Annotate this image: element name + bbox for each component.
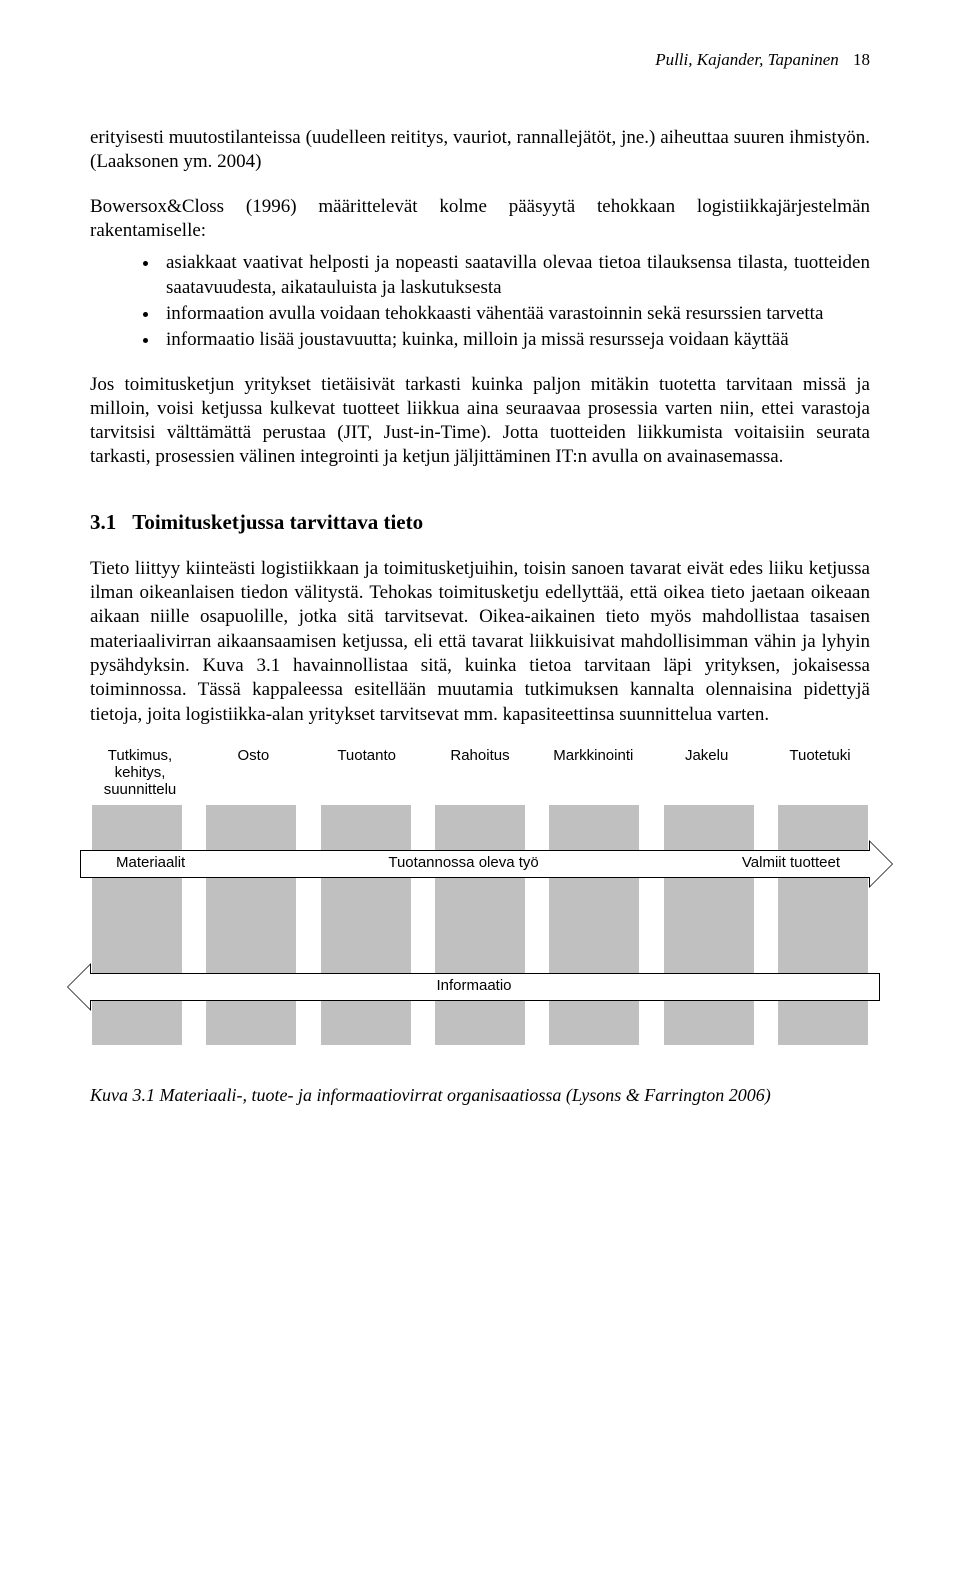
- paragraph: Tieto liittyy kiinteästi logistiikkaan j…: [90, 557, 870, 727]
- paragraph: Jos toimitusketjun yritykset tietäisivät…: [90, 373, 870, 470]
- diagram-column-label: Tuotetuki: [770, 747, 870, 799]
- diagram-bar: [435, 805, 525, 1045]
- page-number: 18: [853, 50, 870, 69]
- diagram-bar: [778, 805, 868, 1045]
- diagram-bar: [206, 805, 296, 1045]
- diagram-bar: [321, 805, 411, 1045]
- running-header: Pulli, Kajander, Tapaninen 18: [90, 50, 870, 70]
- diagram-column-label: Jakelu: [657, 747, 757, 799]
- diagram-column-label: Tutkimus, kehitys, suunnittelu: [90, 747, 190, 799]
- section-heading: 3.1 Toimitusketjussa tarvittava tieto: [90, 510, 870, 535]
- diagram-bars: [92, 805, 868, 1045]
- diagram-column-label: Osto: [203, 747, 303, 799]
- header-authors: Pulli, Kajander, Tapaninen: [655, 50, 839, 69]
- diagram-column-label: Tuotanto: [317, 747, 417, 799]
- paragraph: Bowersox&Closs (1996) määrittelevät kolm…: [90, 195, 870, 244]
- diagram-bar: [664, 805, 754, 1045]
- diagram-column-label: Rahoitus: [430, 747, 530, 799]
- figure-caption: Kuva 3.1 Materiaali-, tuote- ja informaa…: [90, 1085, 870, 1106]
- diagram-bar: [92, 805, 182, 1045]
- flow-diagram: Tutkimus, kehitys, suunnittelu Osto Tuot…: [90, 747, 870, 1077]
- diagram-top-labels: Tutkimus, kehitys, suunnittelu Osto Tuot…: [90, 747, 870, 799]
- list-item: informaatio lisää joustavuutta; kuinka, …: [160, 328, 870, 352]
- diagram-bar: [549, 805, 639, 1045]
- diagram-column-label: Markkinointi: [543, 747, 643, 799]
- list-item: asiakkaat vaativat helposti ja nopeasti …: [160, 251, 870, 300]
- paragraph: erityisesti muutostilanteissa (uudelleen…: [90, 126, 870, 175]
- section-title: Toimitusketjussa tarvittava tieto: [132, 510, 423, 534]
- section-number: 3.1: [90, 510, 116, 534]
- list-item: informaation avulla voidaan tehokkaasti …: [160, 302, 870, 326]
- bullet-list: asiakkaat vaativat helposti ja nopeasti …: [160, 251, 870, 352]
